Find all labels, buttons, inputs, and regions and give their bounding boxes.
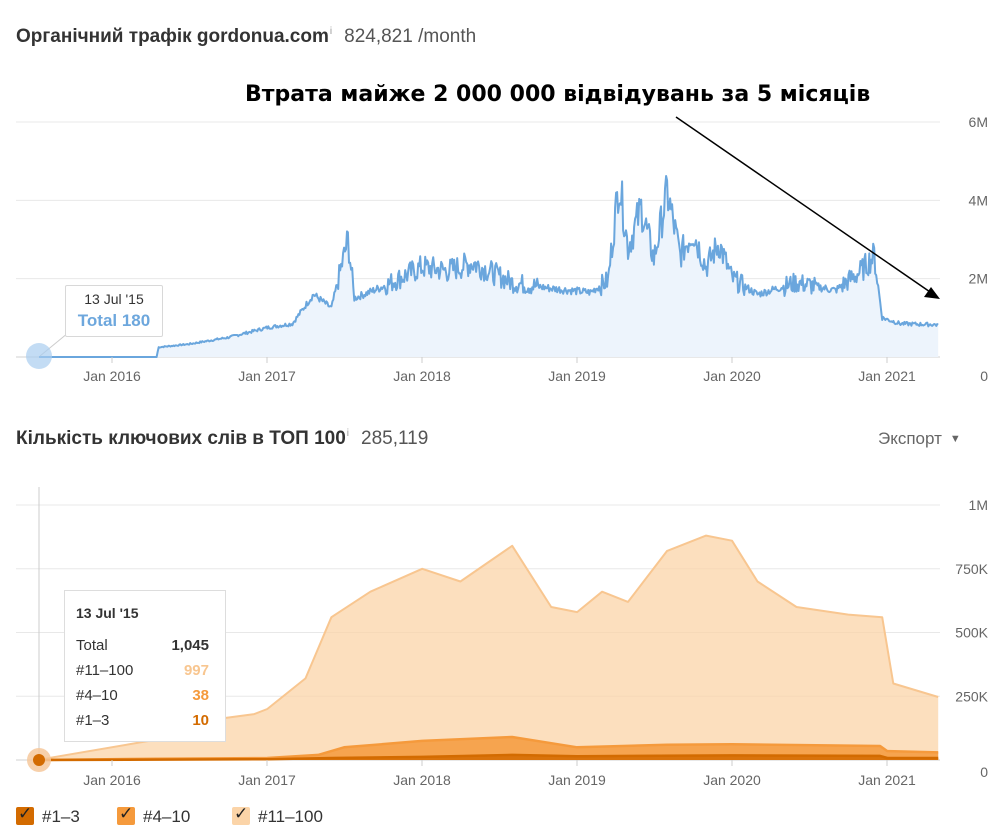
legend-label: #1–3 xyxy=(42,807,80,826)
annotation-arrow xyxy=(675,116,934,295)
x-tick-label: Jan 2018 xyxy=(393,368,451,384)
tooltip-row-value: 10 xyxy=(192,712,209,729)
traffic-header: Органічний трафік gordonua.comi 824,821 /… xyxy=(16,26,476,48)
keywords-title: Кількість ключових слів в ТОП 100 xyxy=(16,428,346,449)
tooltip-row: #1–3 10 xyxy=(76,712,209,732)
x-tick-label: Jan 2017 xyxy=(238,368,296,384)
tooltip-row: #4–10 38 xyxy=(76,687,209,707)
loss-annotation: Втрата майже 2 000 000 відвідувань за 5 … xyxy=(245,82,871,107)
info-icon[interactable]: i xyxy=(346,428,350,439)
y-tick-label: 0 xyxy=(980,764,988,780)
checkmark-icon: ✓ xyxy=(18,804,33,824)
keywords-header: Кількість ключових слів в ТОП 100i 285,11… xyxy=(16,428,428,450)
traffic-area xyxy=(39,176,939,357)
tooltip-row-label: #4–10 xyxy=(76,687,118,704)
checkbox[interactable]: ✓ xyxy=(117,804,135,825)
x-tick-label: Jan 2019 xyxy=(548,772,606,788)
tooltip-row-label: #1–3 xyxy=(76,712,110,729)
x-tick-label: Jan 2018 xyxy=(393,772,451,788)
series-11-100-line xyxy=(38,534,939,761)
dropdown-arrow-icon: ▼ xyxy=(949,433,961,445)
tooltip-row: Total 1,045 xyxy=(76,637,209,657)
series-1-3-line xyxy=(38,753,939,762)
tooltip-row-label: Total xyxy=(76,637,108,654)
x-tick-label: Jan 2020 xyxy=(703,368,761,384)
checkmark-icon: ✓ xyxy=(119,804,134,824)
y-tick-label: 1M xyxy=(969,497,988,513)
tooltip-row-value: 997 xyxy=(183,662,209,679)
x-tick-label: Jan 2020 xyxy=(703,772,761,788)
tooltip-date: 13 Jul '15 xyxy=(76,605,139,621)
traffic-line xyxy=(39,175,939,358)
keywords-summary-value: 285,119 xyxy=(361,428,429,449)
x-tick-label: Jan 2017 xyxy=(238,772,296,788)
tooltip-total: Total 180 xyxy=(77,311,151,330)
series-11-100-area xyxy=(39,535,939,760)
y-tick-label: 6M xyxy=(969,114,988,130)
checkbox[interactable]: ✓ xyxy=(16,804,34,825)
x-tick-label: Jan 2016 xyxy=(83,368,141,384)
checkbox[interactable]: ✓ xyxy=(232,804,250,825)
info-icon[interactable]: i xyxy=(329,26,333,37)
legend-label: #11–100 xyxy=(258,807,323,826)
hover-point-inner xyxy=(33,754,45,766)
y-tick-label: 750K xyxy=(955,561,988,577)
export-button[interactable]: Экспорт ▼ xyxy=(878,429,961,449)
export-label: Экспорт xyxy=(878,429,942,448)
x-tick-label: Jan 2021 xyxy=(858,368,916,384)
tooltip-date: 13 Jul '15 xyxy=(84,291,144,307)
y-tick-label: 500K xyxy=(955,625,988,641)
y-tick-label: 2M xyxy=(969,271,988,287)
traffic-title: Органічний трафік gordonua.com xyxy=(16,26,329,47)
tooltip-row-value: 1,045 xyxy=(171,637,209,654)
y-tick-label: 0 xyxy=(980,368,988,384)
checkmark-icon: ✓ xyxy=(234,804,249,824)
traffic-summary-value: 824,821 /month xyxy=(344,26,477,47)
legend-label: #4–10 xyxy=(143,807,191,826)
y-tick-label: 250K xyxy=(955,688,988,704)
tooltip-row-label: #11–100 xyxy=(76,662,134,679)
y-tick-label: 4M xyxy=(969,192,988,208)
tooltip-row-value: 38 xyxy=(192,687,209,704)
x-tick-label: Jan 2019 xyxy=(548,368,606,384)
keywords-tooltip: 13 Jul '15 Total 1,045 #11–100 997 #4–10… xyxy=(64,590,226,742)
x-tick-label: Jan 2016 xyxy=(83,772,141,788)
tooltip-row: #11–100 997 xyxy=(76,662,209,682)
traffic-chart: 0 2M 4M 6M Jan 2016 Jan 2017 Jan 2018 Jan 2019… xyxy=(16,114,988,384)
hover-point xyxy=(26,343,52,369)
annotation-arrowhead-icon xyxy=(924,287,940,299)
x-tick-label: Jan 2021 xyxy=(858,772,916,788)
traffic-tooltip: 13 Jul '15 Total 180 xyxy=(65,285,163,337)
